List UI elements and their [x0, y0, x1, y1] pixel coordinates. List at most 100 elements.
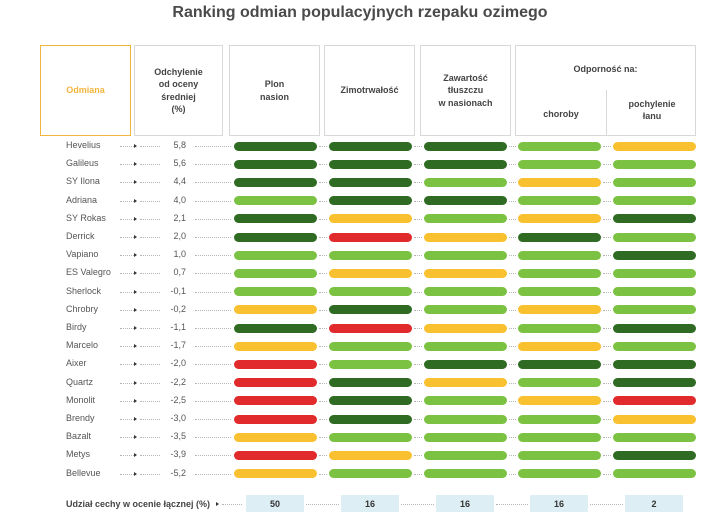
header-frost: Zimotrwałość — [324, 45, 415, 136]
row-arrow — [134, 307, 137, 312]
deviation-value: 4,4 — [173, 176, 186, 187]
rating-pill — [517, 341, 601, 351]
rating-pill — [328, 196, 412, 206]
leader-dots — [318, 400, 327, 402]
rating-pill — [328, 432, 412, 442]
rating-pill — [328, 232, 412, 242]
leader-dots — [413, 273, 422, 275]
leader-dots — [508, 328, 516, 329]
rating-pill — [328, 414, 412, 424]
deviation-value: -3,0 — [170, 413, 186, 423]
leader-dots — [508, 455, 516, 457]
leader-dots — [195, 146, 231, 147]
rating-pill — [517, 432, 601, 442]
header-fat-label: Zawartość tłuszczu w nasionach — [438, 73, 493, 108]
rating-pill — [517, 177, 601, 187]
rating-pill — [233, 214, 317, 224]
leader-dots — [508, 146, 516, 147]
rating-pill — [328, 305, 412, 315]
deviation-value: -1,7 — [170, 340, 186, 351]
deviation-value: -0,2 — [170, 303, 186, 314]
leader-dots — [413, 200, 422, 202]
variety-name: Brendy — [66, 413, 95, 423]
leader-dots — [602, 200, 611, 202]
leader-dots — [318, 364, 327, 366]
leader-dots — [508, 400, 516, 402]
rating-pill — [612, 414, 696, 424]
leader-dots — [413, 328, 422, 329]
leader-dots — [602, 237, 611, 238]
variety-name: ES Valegro — [66, 267, 111, 278]
leader-dots — [140, 182, 160, 184]
leader-dots — [413, 164, 422, 166]
leader-dots — [602, 309, 611, 311]
header-deviation: Odchylenie od oceny średniej (%) — [134, 45, 223, 136]
rating-pill — [423, 159, 507, 169]
rating-pill — [517, 450, 601, 460]
rating-pill — [612, 469, 696, 479]
leader-dots — [120, 291, 134, 293]
rating-pill — [612, 396, 696, 406]
rating-pill — [233, 268, 317, 278]
rating-pill — [612, 450, 696, 460]
header-resistance-label: Odporność na: — [573, 64, 638, 74]
leader-dots — [120, 237, 134, 238]
variety-name: Bazalt — [66, 431, 92, 442]
rating-pill — [517, 359, 601, 369]
rating-pill — [423, 469, 507, 479]
leader-dots — [195, 237, 231, 238]
leader-dots — [508, 437, 516, 439]
leader-dots — [318, 237, 327, 238]
row-arrow — [134, 417, 137, 421]
deviation-value: 5,8 — [173, 140, 186, 150]
leader-dots — [140, 473, 160, 475]
row-arrow — [134, 380, 137, 385]
rating-pill — [328, 250, 412, 260]
leader-dots — [140, 400, 160, 402]
variety-name: SY Rokas — [66, 212, 106, 223]
deviation-value: -2,5 — [170, 394, 186, 405]
leader-dots — [120, 364, 134, 366]
leader-dots — [195, 164, 231, 166]
header-resistance-group: Odporność na: choroby pochylenie łanu — [515, 45, 696, 136]
leader-dots — [413, 255, 422, 257]
rating-pill — [423, 305, 507, 315]
leader-dots — [120, 455, 134, 457]
leader-dots — [508, 273, 516, 275]
rating-pill — [612, 141, 696, 151]
footer-weight-box: 2 — [625, 495, 683, 512]
leader-dots — [602, 437, 611, 439]
leader-dots — [413, 346, 422, 348]
leader-dots — [413, 419, 422, 420]
footer-weight-box: 50 — [246, 495, 304, 512]
leader-dots — [140, 218, 160, 220]
deviation-value: -2,0 — [170, 358, 186, 369]
leader-dots — [602, 419, 611, 420]
leader-dots — [195, 255, 231, 257]
header-resistance-divider — [606, 90, 607, 135]
leader-dots — [508, 291, 516, 293]
footer-weight-box: 16 — [530, 495, 588, 512]
leader-dots — [140, 291, 160, 293]
rating-pill — [423, 450, 507, 460]
rating-pill — [328, 323, 412, 333]
footer-weight-box: 16 — [341, 495, 399, 512]
footer-label: Udział cechy w ocenie łącznej (%) — [66, 499, 211, 509]
leader-dots — [195, 182, 231, 184]
leader-dots — [120, 218, 134, 220]
leader-dots — [120, 200, 134, 202]
rating-pill — [423, 323, 507, 333]
leader-dots — [140, 419, 160, 420]
rating-pill — [612, 323, 696, 333]
row-arrow — [134, 271, 137, 276]
leader-dots — [413, 455, 422, 457]
rating-pill — [517, 469, 601, 479]
footer-dots — [401, 504, 434, 505]
leader-dots — [120, 382, 134, 384]
leader-dots — [413, 473, 422, 475]
rating-pill — [328, 469, 412, 479]
leader-dots — [195, 382, 231, 384]
variety-name: Metys — [66, 449, 91, 460]
rating-pill — [423, 196, 507, 206]
leader-dots — [602, 218, 611, 220]
